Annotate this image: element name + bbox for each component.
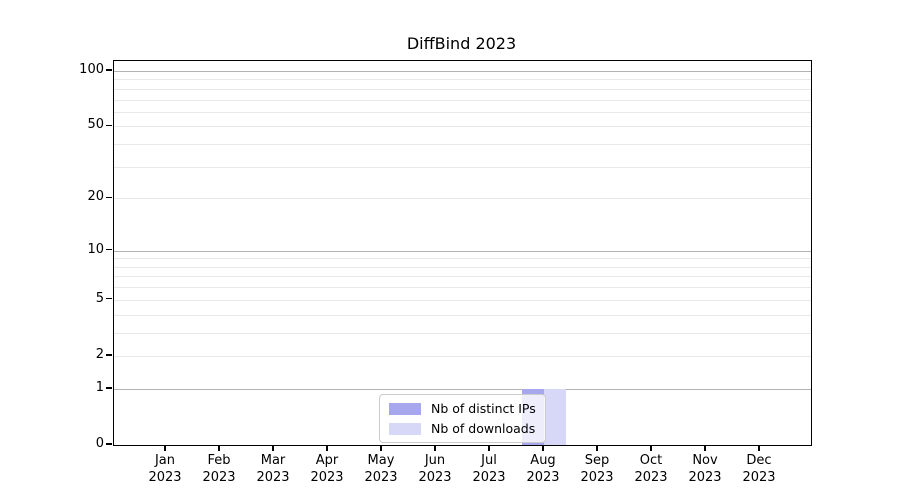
minor-gridline-40 (114, 144, 811, 146)
x-tick-label-jun-2023: Jun 2023 (418, 453, 452, 485)
minor-gridline-70 (114, 99, 811, 101)
legend-swatch-distinct-ips (389, 402, 421, 415)
y-tick-100 (106, 69, 112, 71)
legend-item-downloads: Nb of downloads (389, 421, 536, 436)
minor-gridline-60 (114, 111, 811, 113)
y-tick-label-5: 5 (95, 290, 104, 306)
y-tick-5 (106, 298, 112, 300)
x-tick-label-feb-2023: Feb 2023 (202, 453, 236, 485)
x-tick-6 (434, 445, 436, 451)
x-tick-label-aug-2023: Aug 2023 (526, 453, 560, 485)
x-tick-4 (326, 445, 328, 451)
y-tick-20 (106, 196, 112, 198)
chart-title: DiffBind 2023 (406, 34, 517, 53)
x-tick-10 (650, 445, 652, 451)
x-tick-label-jan-2023: Jan 2023 (148, 453, 182, 485)
x-tick-label-dec-2023: Dec 2023 (742, 453, 776, 485)
legend-swatch-downloads (389, 422, 421, 435)
y-tick-label-50: 50 (87, 117, 104, 133)
x-tick-label-oct-2023: Oct 2023 (634, 453, 668, 485)
y-tick-1 (106, 387, 112, 389)
legend-label-distinct-ips: Nb of distinct IPs (431, 401, 536, 416)
minor-gridline-80 (114, 88, 811, 90)
major-gridline-10 (114, 250, 811, 252)
y-tick-0 (106, 443, 112, 445)
y-tick-label-10: 10 (87, 241, 104, 257)
x-tick-label-mar-2023: Mar 2023 (256, 453, 290, 485)
plot-area: Nb of distinct IPs Nb of downloads (113, 60, 812, 446)
minor-gridline-8 (114, 266, 811, 268)
x-tick-3 (272, 445, 274, 451)
minor-gridline-5 (114, 299, 811, 301)
y-tick-label-1: 1 (95, 379, 104, 395)
legend: Nb of distinct IPs Nb of downloads (379, 394, 546, 443)
x-tick-2 (218, 445, 220, 451)
minor-gridline-50 (114, 126, 811, 128)
bar-nb-of-downloads-aug-2023 (544, 388, 566, 445)
y-tick-50 (106, 124, 112, 127)
major-gridline-1 (114, 388, 811, 390)
major-gridline-100 (114, 71, 811, 72)
minor-gridline-7 (114, 276, 811, 278)
y-tick-label-20: 20 (87, 189, 104, 205)
x-tick-label-apr-2023: Apr 2023 (310, 453, 344, 485)
minor-gridline-90 (114, 79, 811, 81)
y-tick-10 (106, 248, 112, 251)
y-tick-label-0: 0 (95, 436, 104, 451)
y-tick-label-2: 2 (95, 346, 104, 362)
minor-gridline-20 (114, 198, 811, 200)
minor-gridline-30 (114, 166, 811, 168)
x-tick-label-nov-2023: Nov 2023 (688, 453, 722, 485)
x-tick-8 (542, 445, 544, 451)
minor-gridline-4 (114, 314, 811, 316)
legend-label-downloads: Nb of downloads (431, 421, 536, 436)
x-tick-label-jul-2023: Jul 2023 (472, 453, 506, 485)
x-tick-1 (164, 445, 166, 451)
legend-item-distinct-ips: Nb of distinct IPs (389, 401, 536, 416)
minor-gridline-3 (114, 332, 811, 334)
y-tick-2 (106, 354, 112, 356)
minor-gridline-2 (114, 355, 811, 357)
x-tick-9 (596, 445, 598, 451)
x-tick-5 (380, 445, 382, 451)
x-tick-12 (758, 445, 760, 451)
x-tick-label-sep-2023: Sep 2023 (580, 453, 614, 485)
x-tick-label-may-2023: May 2023 (364, 453, 398, 485)
x-tick-7 (488, 445, 490, 451)
x-tick-11 (704, 445, 706, 451)
minor-gridline-6 (114, 287, 811, 289)
y-tick-label-100: 100 (79, 62, 104, 77)
minor-gridline-9 (114, 258, 811, 260)
